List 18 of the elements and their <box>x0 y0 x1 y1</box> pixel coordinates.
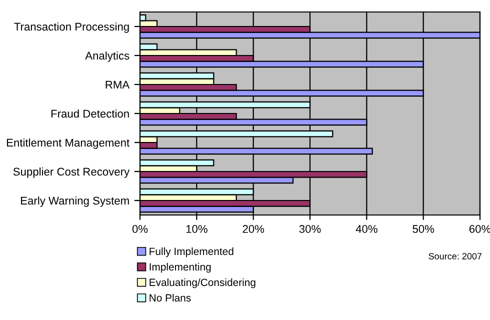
legend-label: Implementing <box>150 262 211 273</box>
x-tick-label: 50% <box>412 225 434 233</box>
source-note: Source: 2007 <box>428 253 482 260</box>
legend-label: No Plans <box>150 294 191 302</box>
legend-label: Fully Implemented <box>150 247 234 258</box>
x-tick-label: 20% <box>242 225 264 233</box>
y-tick-label: Fraud Detection <box>51 109 129 118</box>
legend-label: Evaluating/Considering <box>150 278 256 288</box>
y-tick-label: Entitlement Management <box>6 138 130 149</box>
y-tick-label: RMA <box>106 80 130 89</box>
y-tick-label: Early Warning System <box>21 196 129 207</box>
x-tick-label: 10% <box>186 225 208 233</box>
x-tick-label: 30% <box>299 225 321 233</box>
y-tick-label: Transaction Processing <box>14 22 129 33</box>
x-tick-label: 40% <box>356 225 378 233</box>
x-tick-label: 0% <box>132 225 148 233</box>
y-tick-label: Analytics <box>85 51 130 62</box>
y-tick-label: Supplier Cost Recovery <box>13 167 130 178</box>
